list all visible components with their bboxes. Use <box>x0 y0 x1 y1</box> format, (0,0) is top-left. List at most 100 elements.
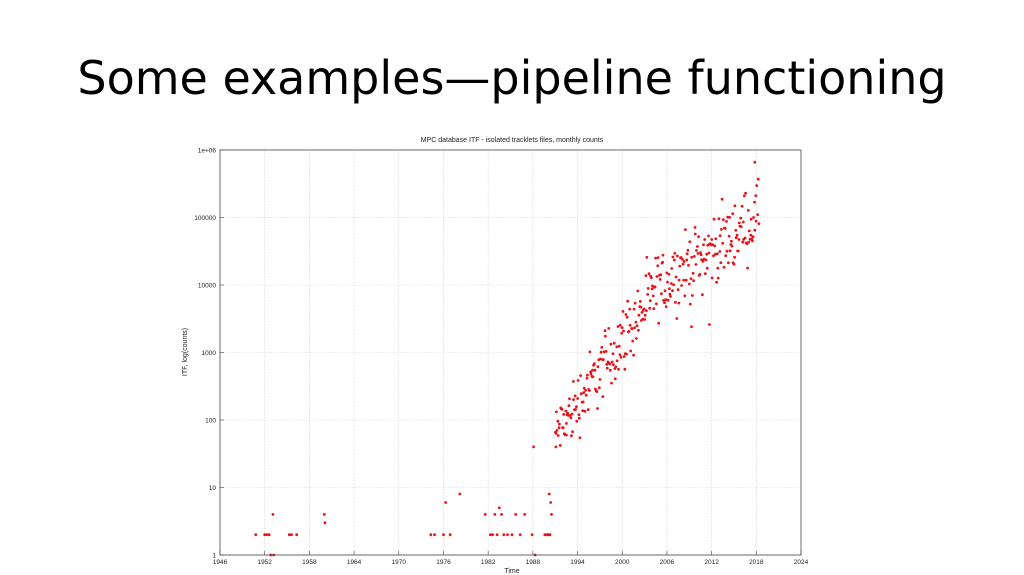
data-point <box>671 255 675 259</box>
data-point <box>263 533 267 537</box>
data-point <box>582 391 586 395</box>
data-point <box>617 367 620 371</box>
data-point <box>753 200 756 204</box>
data-point <box>586 408 590 411</box>
data-point <box>575 419 579 423</box>
data-point <box>756 213 760 217</box>
data-point <box>682 260 686 263</box>
data-point <box>693 226 697 229</box>
data-point <box>705 266 709 270</box>
data-point <box>673 252 677 255</box>
x-tick-label: 2006 <box>660 559 675 566</box>
data-point <box>645 255 649 259</box>
data-point <box>676 254 679 258</box>
data-point <box>584 389 587 392</box>
data-point <box>740 204 744 208</box>
data-point <box>643 318 647 321</box>
data-point <box>690 294 694 297</box>
data-point <box>658 278 662 281</box>
x-tick-label: 1946 <box>213 559 228 566</box>
data-point <box>605 363 609 366</box>
data-point <box>728 216 732 219</box>
data-point <box>751 235 755 239</box>
data-point <box>444 501 448 504</box>
data-point <box>663 301 666 305</box>
data-point <box>629 349 633 353</box>
data-point <box>674 275 678 279</box>
data-point <box>295 533 299 537</box>
data-point <box>567 404 571 408</box>
data-point <box>622 329 625 333</box>
data-point <box>718 234 722 238</box>
data-point <box>605 366 609 370</box>
data-point <box>701 259 705 263</box>
data-point <box>737 221 741 225</box>
data-point <box>581 409 585 412</box>
data-point <box>650 276 653 280</box>
data-point <box>651 294 655 298</box>
data-point <box>290 533 293 537</box>
data-point <box>736 249 740 253</box>
data-point <box>691 271 695 275</box>
y-tick-label: 10 <box>209 485 217 492</box>
data-point <box>621 310 625 313</box>
data-point <box>705 252 709 256</box>
data-point <box>671 289 674 292</box>
data-point <box>741 220 745 224</box>
data-point <box>620 326 624 329</box>
data-point <box>643 313 647 317</box>
data-point <box>678 264 682 268</box>
data-point <box>491 533 494 537</box>
data-point <box>715 252 719 256</box>
data-point <box>656 256 660 259</box>
x-tick-label: 1976 <box>436 559 451 566</box>
data-point <box>677 301 681 305</box>
data-point <box>497 506 501 510</box>
data-point <box>704 258 708 262</box>
data-point <box>616 325 620 328</box>
data-point <box>694 263 698 266</box>
x-tick-label: 1994 <box>570 559 585 566</box>
data-point <box>618 353 622 357</box>
data-point <box>667 272 671 276</box>
data-point <box>701 293 704 297</box>
data-point <box>586 373 589 377</box>
data-point <box>599 350 603 354</box>
x-tick-label: 1982 <box>481 559 496 566</box>
data-point <box>659 273 663 277</box>
data-point <box>670 267 674 270</box>
data-point <box>752 216 755 219</box>
x-tick-label: 1970 <box>392 559 407 566</box>
data-point <box>628 307 632 311</box>
data-point <box>630 327 634 331</box>
data-point <box>591 375 595 379</box>
data-point <box>666 298 670 302</box>
data-point <box>637 313 641 317</box>
data-point <box>663 289 667 293</box>
data-point <box>739 225 743 229</box>
data-point <box>429 533 433 537</box>
data-point <box>731 212 735 216</box>
data-point <box>558 444 562 447</box>
data-point <box>699 253 703 257</box>
data-point <box>646 293 650 296</box>
data-point <box>631 339 635 343</box>
data-point <box>695 249 698 252</box>
data-point <box>589 372 593 376</box>
data-point <box>554 445 558 449</box>
data-point <box>684 228 687 232</box>
data-point <box>433 533 436 537</box>
data-point <box>672 283 675 287</box>
data-point <box>610 360 614 364</box>
data-point <box>675 317 679 320</box>
data-point <box>608 368 612 372</box>
data-point <box>744 191 747 195</box>
data-point <box>565 422 568 425</box>
data-point <box>690 255 694 259</box>
x-tick-label: 1952 <box>257 559 272 566</box>
data-point <box>632 353 635 357</box>
slide-title: Some examples—pipeline functioning <box>77 51 947 105</box>
data-point <box>735 233 739 237</box>
data-point <box>747 229 751 233</box>
data-point <box>654 256 657 260</box>
